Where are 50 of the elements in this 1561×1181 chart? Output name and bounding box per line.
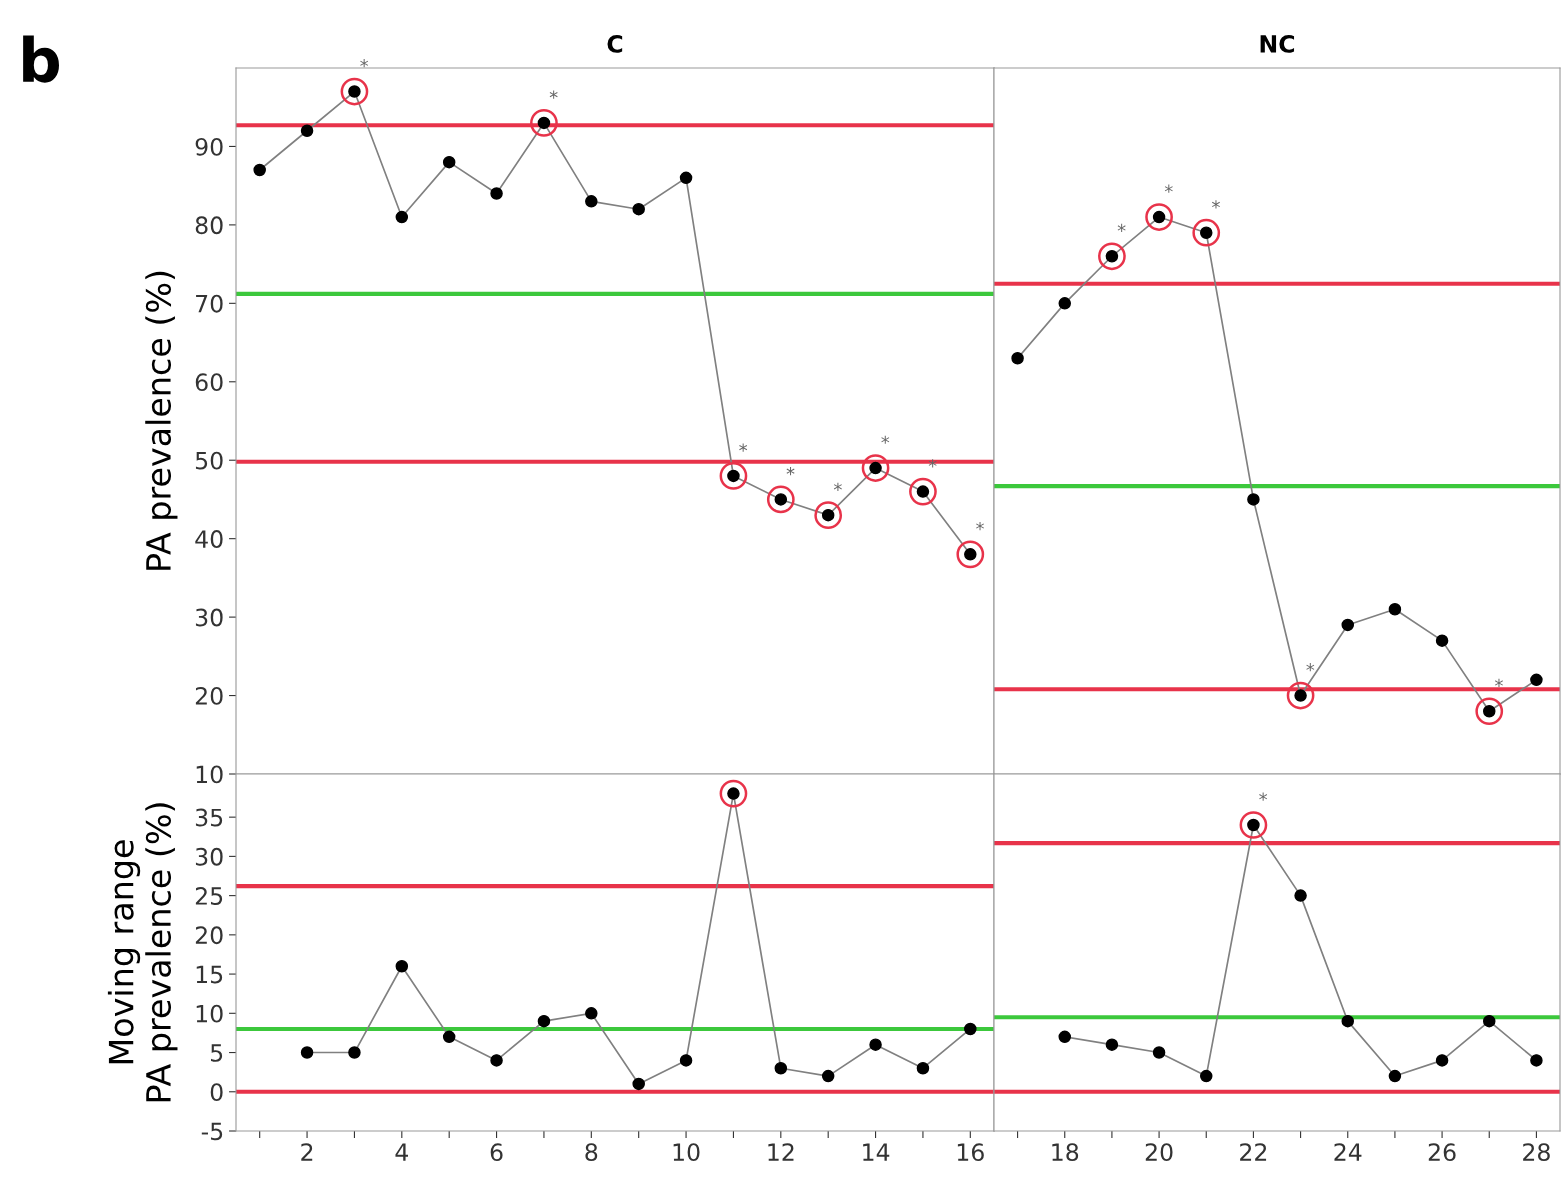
y-tick-label: 90: [195, 137, 223, 156]
annotation: *: [1495, 678, 1503, 688]
y-tick-label: 15: [196, 965, 223, 984]
annotation: *: [1306, 663, 1315, 672]
x-tick-label: 20: [1145, 1143, 1173, 1162]
annotation: *: [1212, 200, 1220, 209]
annotation: *: [360, 59, 369, 68]
annotation: *: [786, 467, 795, 476]
y-tick-label: 35: [195, 808, 223, 827]
y-tick-label: 20: [195, 687, 223, 705]
x-tick-label: 4: [395, 1143, 408, 1161]
annotation: *: [549, 90, 558, 99]
x-tick-label: 18: [1052, 1143, 1079, 1162]
y-tick-label: 80: [195, 216, 223, 235]
y-tick-label: 50: [195, 451, 223, 470]
y-tick-label: 60: [195, 373, 223, 392]
x-tick-label: 28: [1523, 1143, 1550, 1162]
annotation: *: [1117, 223, 1126, 233]
text: b: [23, 35, 59, 83]
y-tick-label: -5: [201, 1122, 223, 1141]
y-tick-label: 10: [196, 1004, 223, 1023]
x-tick-label: 14: [863, 1143, 890, 1161]
x-tick-label: 2: [301, 1143, 313, 1161]
y-axis-title: PA prevalence (%): [145, 271, 178, 570]
x-tick-label: 24: [1334, 1143, 1362, 1161]
annotation: *: [881, 435, 890, 444]
x-tick-label: 8: [585, 1143, 598, 1162]
y-axis-title: Moving range PA prevalence (%): [107, 803, 178, 1102]
y-tick-label: 25: [195, 887, 223, 905]
y-tick-label: 40: [195, 530, 223, 548]
annotation: *: [976, 521, 985, 531]
y-tick-label: 30: [195, 847, 223, 866]
y-tick-label: 10: [196, 765, 223, 784]
chart-title: NC: [1260, 34, 1295, 53]
y-tick-label: 0: [210, 1083, 223, 1102]
x-tick-label: 16: [957, 1143, 984, 1162]
y-tick-label: 20: [195, 926, 223, 945]
y-tick-label: 5: [210, 1044, 223, 1062]
y-tick-label: 70: [196, 294, 223, 313]
annotation: *: [1164, 184, 1173, 193]
x-tick-label: 26: [1428, 1143, 1456, 1162]
annotation: *: [1259, 792, 1268, 801]
x-tick-label: 12: [768, 1143, 794, 1161]
x-tick-label: 6: [490, 1143, 503, 1162]
chart-title: C: [607, 34, 623, 53]
annotation: *: [833, 482, 842, 491]
x-tick-label: 10: [673, 1143, 700, 1162]
annotation: *: [739, 443, 748, 452]
x-tick-label: 22: [1240, 1143, 1267, 1161]
y-tick-label: 30: [195, 608, 223, 627]
